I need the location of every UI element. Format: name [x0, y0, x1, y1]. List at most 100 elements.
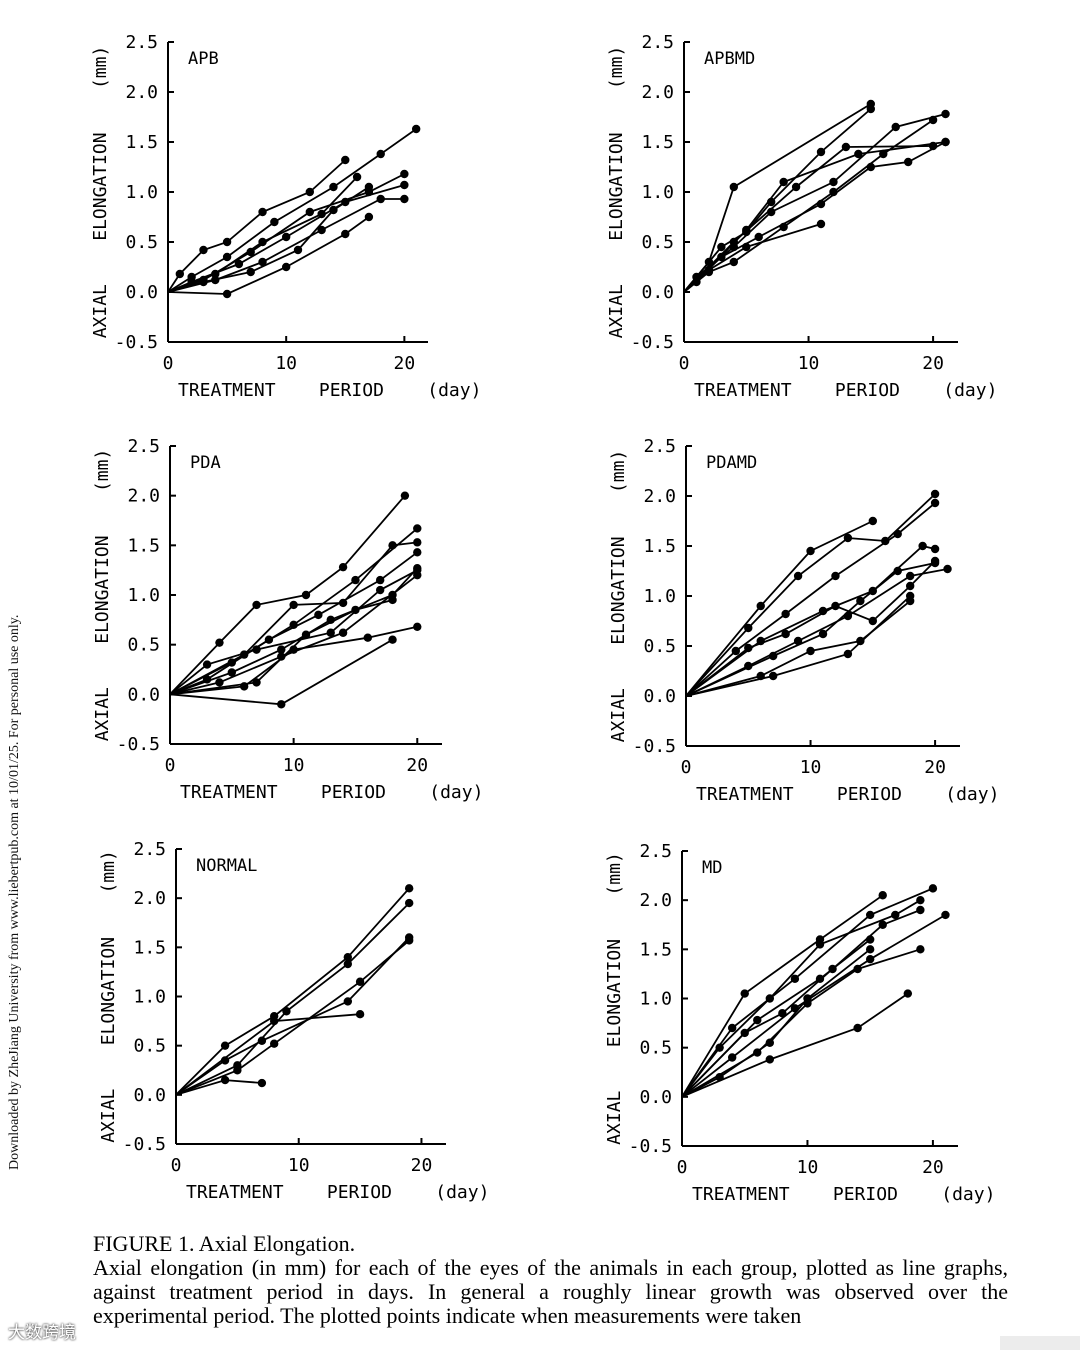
data-point [329, 182, 338, 192]
data-point [865, 910, 875, 920]
series-line [685, 562, 936, 697]
series-line [681, 914, 946, 1098]
data-point [930, 544, 940, 554]
data-point [376, 194, 385, 204]
data-point [338, 562, 348, 572]
data-point [411, 124, 421, 134]
series-line [169, 527, 418, 696]
panel-title: PDAMD [706, 453, 757, 473]
y-tick-label: 1.5 [641, 132, 674, 153]
data-point [388, 635, 397, 644]
data-point [400, 194, 409, 204]
data-point [258, 207, 267, 217]
data-point [692, 277, 701, 287]
y-axis-label: AXIAL ELONGATION (mm) [606, 46, 627, 339]
data-point [816, 199, 826, 209]
data-point [765, 994, 775, 1003]
data-point [806, 546, 815, 556]
data-point [343, 997, 353, 1006]
data-point [866, 104, 876, 114]
y-tick-label: -0.5 [117, 734, 160, 755]
data-point [413, 622, 422, 631]
data-point [731, 646, 741, 656]
y-tick-label: 2.5 [643, 436, 676, 457]
data-point [715, 1072, 724, 1082]
data-point [211, 269, 220, 279]
x-tick-label: 0 [681, 757, 692, 778]
data-point [943, 564, 952, 574]
panel-title: APB [188, 49, 219, 69]
y-tick-label: 1.5 [125, 132, 158, 153]
data-point [818, 606, 828, 616]
bottom-bar [1000, 1336, 1080, 1350]
data-point [220, 1075, 230, 1085]
data-point [222, 237, 232, 247]
y-tick-label: 2.5 [125, 32, 158, 53]
y-tick-label: 0.0 [133, 1085, 166, 1106]
data-point [878, 891, 887, 900]
data-point [220, 1041, 230, 1050]
data-point [281, 262, 291, 272]
data-point [930, 489, 940, 499]
x-tick-label: 0 [165, 755, 176, 776]
data-point [893, 566, 902, 576]
data-point [754, 232, 763, 242]
data-point [343, 952, 353, 962]
data-point [376, 149, 385, 159]
y-tick-label: 0.0 [641, 282, 674, 303]
data-point [281, 232, 291, 242]
data-point [246, 247, 255, 257]
data-point [781, 629, 790, 639]
y-tick-label: 1.5 [643, 536, 676, 557]
data-point [930, 556, 940, 566]
data-point [843, 649, 853, 659]
data-point [252, 600, 261, 610]
series-line [175, 902, 410, 1096]
series-line [683, 108, 872, 293]
watermark: 大数跨境 [8, 1323, 76, 1343]
x-tick-label: 20 [406, 755, 428, 776]
data-point [815, 974, 825, 984]
data-point [815, 940, 825, 949]
series-line [167, 173, 405, 293]
data-point [803, 994, 812, 1003]
y-tick-label: -0.5 [633, 736, 676, 757]
x-tick-label: 10 [798, 353, 820, 374]
data-point [215, 678, 224, 687]
data-point [765, 1038, 775, 1047]
data-point [317, 209, 326, 219]
data-point [257, 1078, 267, 1088]
series-line [681, 992, 909, 1098]
data-point [727, 1053, 737, 1062]
y-tick-label: 0.5 [641, 232, 674, 253]
data-point [729, 257, 739, 267]
series-line [681, 894, 884, 1098]
data-point [753, 1015, 762, 1025]
data-point [269, 1039, 279, 1048]
data-point [744, 643, 753, 653]
figure-panels: -0.5 0.0 0.5 1.0 1.5 2.0 2.5 0 10 20 APB TREATMENT … [90, 32, 999, 1205]
series-line [169, 541, 418, 696]
data-point [816, 219, 826, 229]
data-point [806, 646, 815, 656]
data-point [227, 668, 237, 677]
data-point [781, 609, 790, 619]
y-tick-label: 1.0 [127, 585, 160, 606]
series-line [683, 145, 934, 293]
data-point [258, 257, 267, 267]
data-point [270, 217, 279, 227]
data-point [853, 1023, 862, 1033]
data-point [717, 242, 726, 252]
y-tick-label: 2.0 [643, 486, 676, 507]
data-point [744, 661, 753, 671]
data-point [941, 910, 950, 920]
y-tick-label: 2.5 [641, 32, 674, 53]
y-tick-label: 1.5 [127, 535, 160, 556]
data-point [868, 616, 878, 626]
x-tick-label: 20 [411, 1155, 433, 1176]
data-point [740, 989, 749, 998]
data-point [856, 596, 865, 606]
series-line [175, 887, 410, 1096]
x-axis-label: TREATMENT PERIOD (day) [186, 1182, 489, 1203]
panel-title: NORMAL [196, 856, 257, 876]
